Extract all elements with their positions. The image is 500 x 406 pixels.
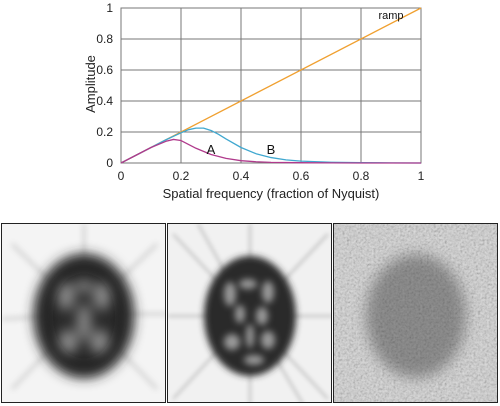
x-tick-label: 0.8 <box>353 169 370 183</box>
annotation-a: A <box>207 142 216 157</box>
reconstruction-images <box>0 220 500 406</box>
x-tick-label: 0.4 <box>233 169 250 183</box>
y-tick-label: 1 <box>106 1 113 15</box>
annotation-b: B <box>267 142 276 157</box>
x-tick-label: 0 <box>118 169 125 183</box>
x-tick-label: 0.6 <box>293 169 310 183</box>
amplitude-chart: 0 0.2 0.4 0.6 0.8 1 0 0.2 0.4 0.6 0.8 1 Spatial fre… <box>83 1 425 201</box>
chart-annotations: ramp A B <box>207 10 404 157</box>
chart-ticks: 0 0.2 0.4 0.6 0.8 1 0 0.2 0.4 0.6 0.8 1 <box>96 1 424 183</box>
x-tick-label: 0.2 <box>173 169 190 183</box>
y-tick-label: 0.4 <box>96 94 113 108</box>
annotation-ramp: ramp <box>378 10 403 22</box>
x-axis-title: Spatial frequency (fraction of Nyquist) <box>163 186 380 201</box>
series-line-a <box>120 138 421 164</box>
y-tick-label: 0.8 <box>96 32 113 46</box>
image-panel-a <box>1 223 166 403</box>
y-tick-label: 0.6 <box>96 63 113 77</box>
series-line-b <box>120 127 422 164</box>
y-tick-label: 0 <box>106 156 113 170</box>
image-panel-b <box>167 223 332 403</box>
chart-series <box>120 7 422 164</box>
image-panel-ramp <box>333 223 498 403</box>
x-tick-label: 1 <box>418 169 425 183</box>
y-axis-title: Amplitude <box>83 55 98 113</box>
y-tick-label: 0.2 <box>96 125 113 139</box>
